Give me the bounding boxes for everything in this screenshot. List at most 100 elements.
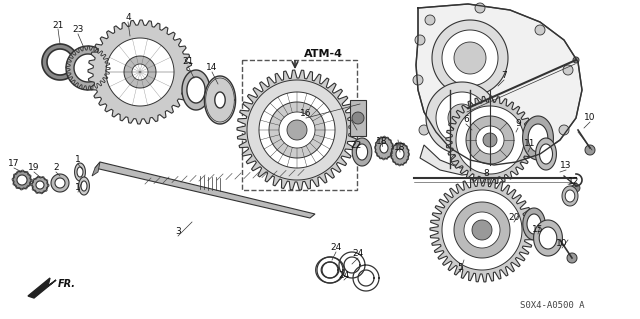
Polygon shape	[74, 54, 102, 82]
Polygon shape	[55, 178, 65, 188]
Polygon shape	[559, 125, 569, 135]
Text: 11: 11	[524, 139, 536, 149]
Polygon shape	[380, 143, 388, 153]
Text: 19: 19	[28, 164, 40, 173]
Polygon shape	[42, 44, 78, 80]
Text: 22: 22	[350, 142, 362, 151]
Polygon shape	[375, 137, 393, 159]
Text: 1: 1	[75, 183, 81, 192]
Polygon shape	[124, 56, 156, 88]
Polygon shape	[92, 162, 100, 176]
Polygon shape	[88, 20, 192, 124]
Polygon shape	[77, 167, 83, 177]
Polygon shape	[515, 153, 525, 163]
Polygon shape	[562, 186, 578, 206]
Text: 13: 13	[560, 161, 572, 170]
Polygon shape	[204, 76, 236, 124]
Polygon shape	[28, 278, 56, 298]
Text: 17: 17	[8, 160, 20, 168]
Text: ATM-4: ATM-4	[304, 49, 343, 59]
Text: 1: 1	[75, 155, 81, 165]
Polygon shape	[535, 25, 545, 35]
Polygon shape	[237, 70, 357, 190]
Polygon shape	[391, 143, 409, 165]
Polygon shape	[567, 253, 577, 263]
Polygon shape	[472, 220, 492, 240]
Polygon shape	[36, 181, 44, 189]
Polygon shape	[32, 177, 48, 193]
Polygon shape	[572, 184, 580, 192]
Polygon shape	[95, 162, 315, 218]
Polygon shape	[442, 190, 522, 270]
Polygon shape	[436, 92, 488, 144]
Polygon shape	[415, 35, 425, 45]
Text: 24: 24	[353, 249, 364, 258]
Text: 3: 3	[175, 227, 181, 236]
Polygon shape	[528, 124, 548, 152]
Text: 14: 14	[206, 63, 218, 72]
Polygon shape	[81, 181, 87, 191]
Text: 21: 21	[182, 57, 194, 66]
Polygon shape	[356, 144, 367, 160]
Polygon shape	[416, 4, 582, 165]
Text: 5: 5	[457, 263, 463, 272]
Polygon shape	[425, 15, 435, 25]
Text: 9: 9	[515, 120, 521, 129]
Polygon shape	[563, 65, 573, 75]
Polygon shape	[187, 77, 205, 103]
Polygon shape	[79, 177, 90, 195]
Polygon shape	[446, 96, 534, 184]
Polygon shape	[215, 92, 225, 108]
Polygon shape	[51, 174, 69, 192]
Polygon shape	[182, 70, 210, 110]
Polygon shape	[396, 149, 404, 159]
Text: 23: 23	[72, 26, 84, 34]
Text: 18: 18	[394, 144, 406, 152]
Text: 24: 24	[330, 243, 342, 253]
Polygon shape	[573, 57, 579, 63]
Polygon shape	[565, 190, 575, 202]
Text: 18: 18	[376, 137, 388, 146]
Text: FR.: FR.	[58, 279, 76, 289]
Polygon shape	[534, 220, 563, 256]
Polygon shape	[466, 116, 514, 164]
Polygon shape	[426, 82, 498, 154]
Polygon shape	[279, 112, 315, 148]
Text: 15: 15	[532, 226, 544, 234]
Polygon shape	[247, 80, 347, 180]
Text: 8: 8	[483, 169, 489, 179]
Polygon shape	[442, 30, 498, 86]
Polygon shape	[448, 104, 476, 132]
Polygon shape	[66, 46, 110, 90]
Text: 16: 16	[300, 109, 312, 118]
Bar	[350, 100, 366, 136]
Text: 12: 12	[568, 177, 580, 187]
Polygon shape	[13, 171, 31, 189]
Polygon shape	[527, 214, 541, 234]
Text: 4: 4	[125, 13, 131, 23]
Polygon shape	[420, 145, 510, 175]
Polygon shape	[475, 3, 485, 13]
Text: 10: 10	[556, 240, 568, 249]
Text: 7: 7	[501, 71, 507, 80]
Polygon shape	[419, 125, 429, 135]
Polygon shape	[106, 38, 174, 106]
Polygon shape	[47, 49, 73, 75]
Bar	[242, 60, 357, 190]
Polygon shape	[287, 120, 307, 140]
Polygon shape	[451, 155, 461, 165]
Polygon shape	[523, 116, 554, 160]
Polygon shape	[464, 212, 500, 248]
Polygon shape	[476, 126, 504, 154]
Polygon shape	[432, 20, 508, 96]
Text: S0X4-A0500 A: S0X4-A0500 A	[520, 301, 584, 310]
Polygon shape	[269, 102, 325, 158]
Polygon shape	[454, 42, 486, 74]
Polygon shape	[585, 145, 595, 155]
Text: 20: 20	[508, 213, 520, 222]
Text: 21: 21	[52, 20, 64, 29]
Polygon shape	[132, 64, 148, 80]
Text: 24: 24	[339, 271, 349, 280]
Polygon shape	[75, 163, 85, 181]
Polygon shape	[523, 208, 545, 240]
